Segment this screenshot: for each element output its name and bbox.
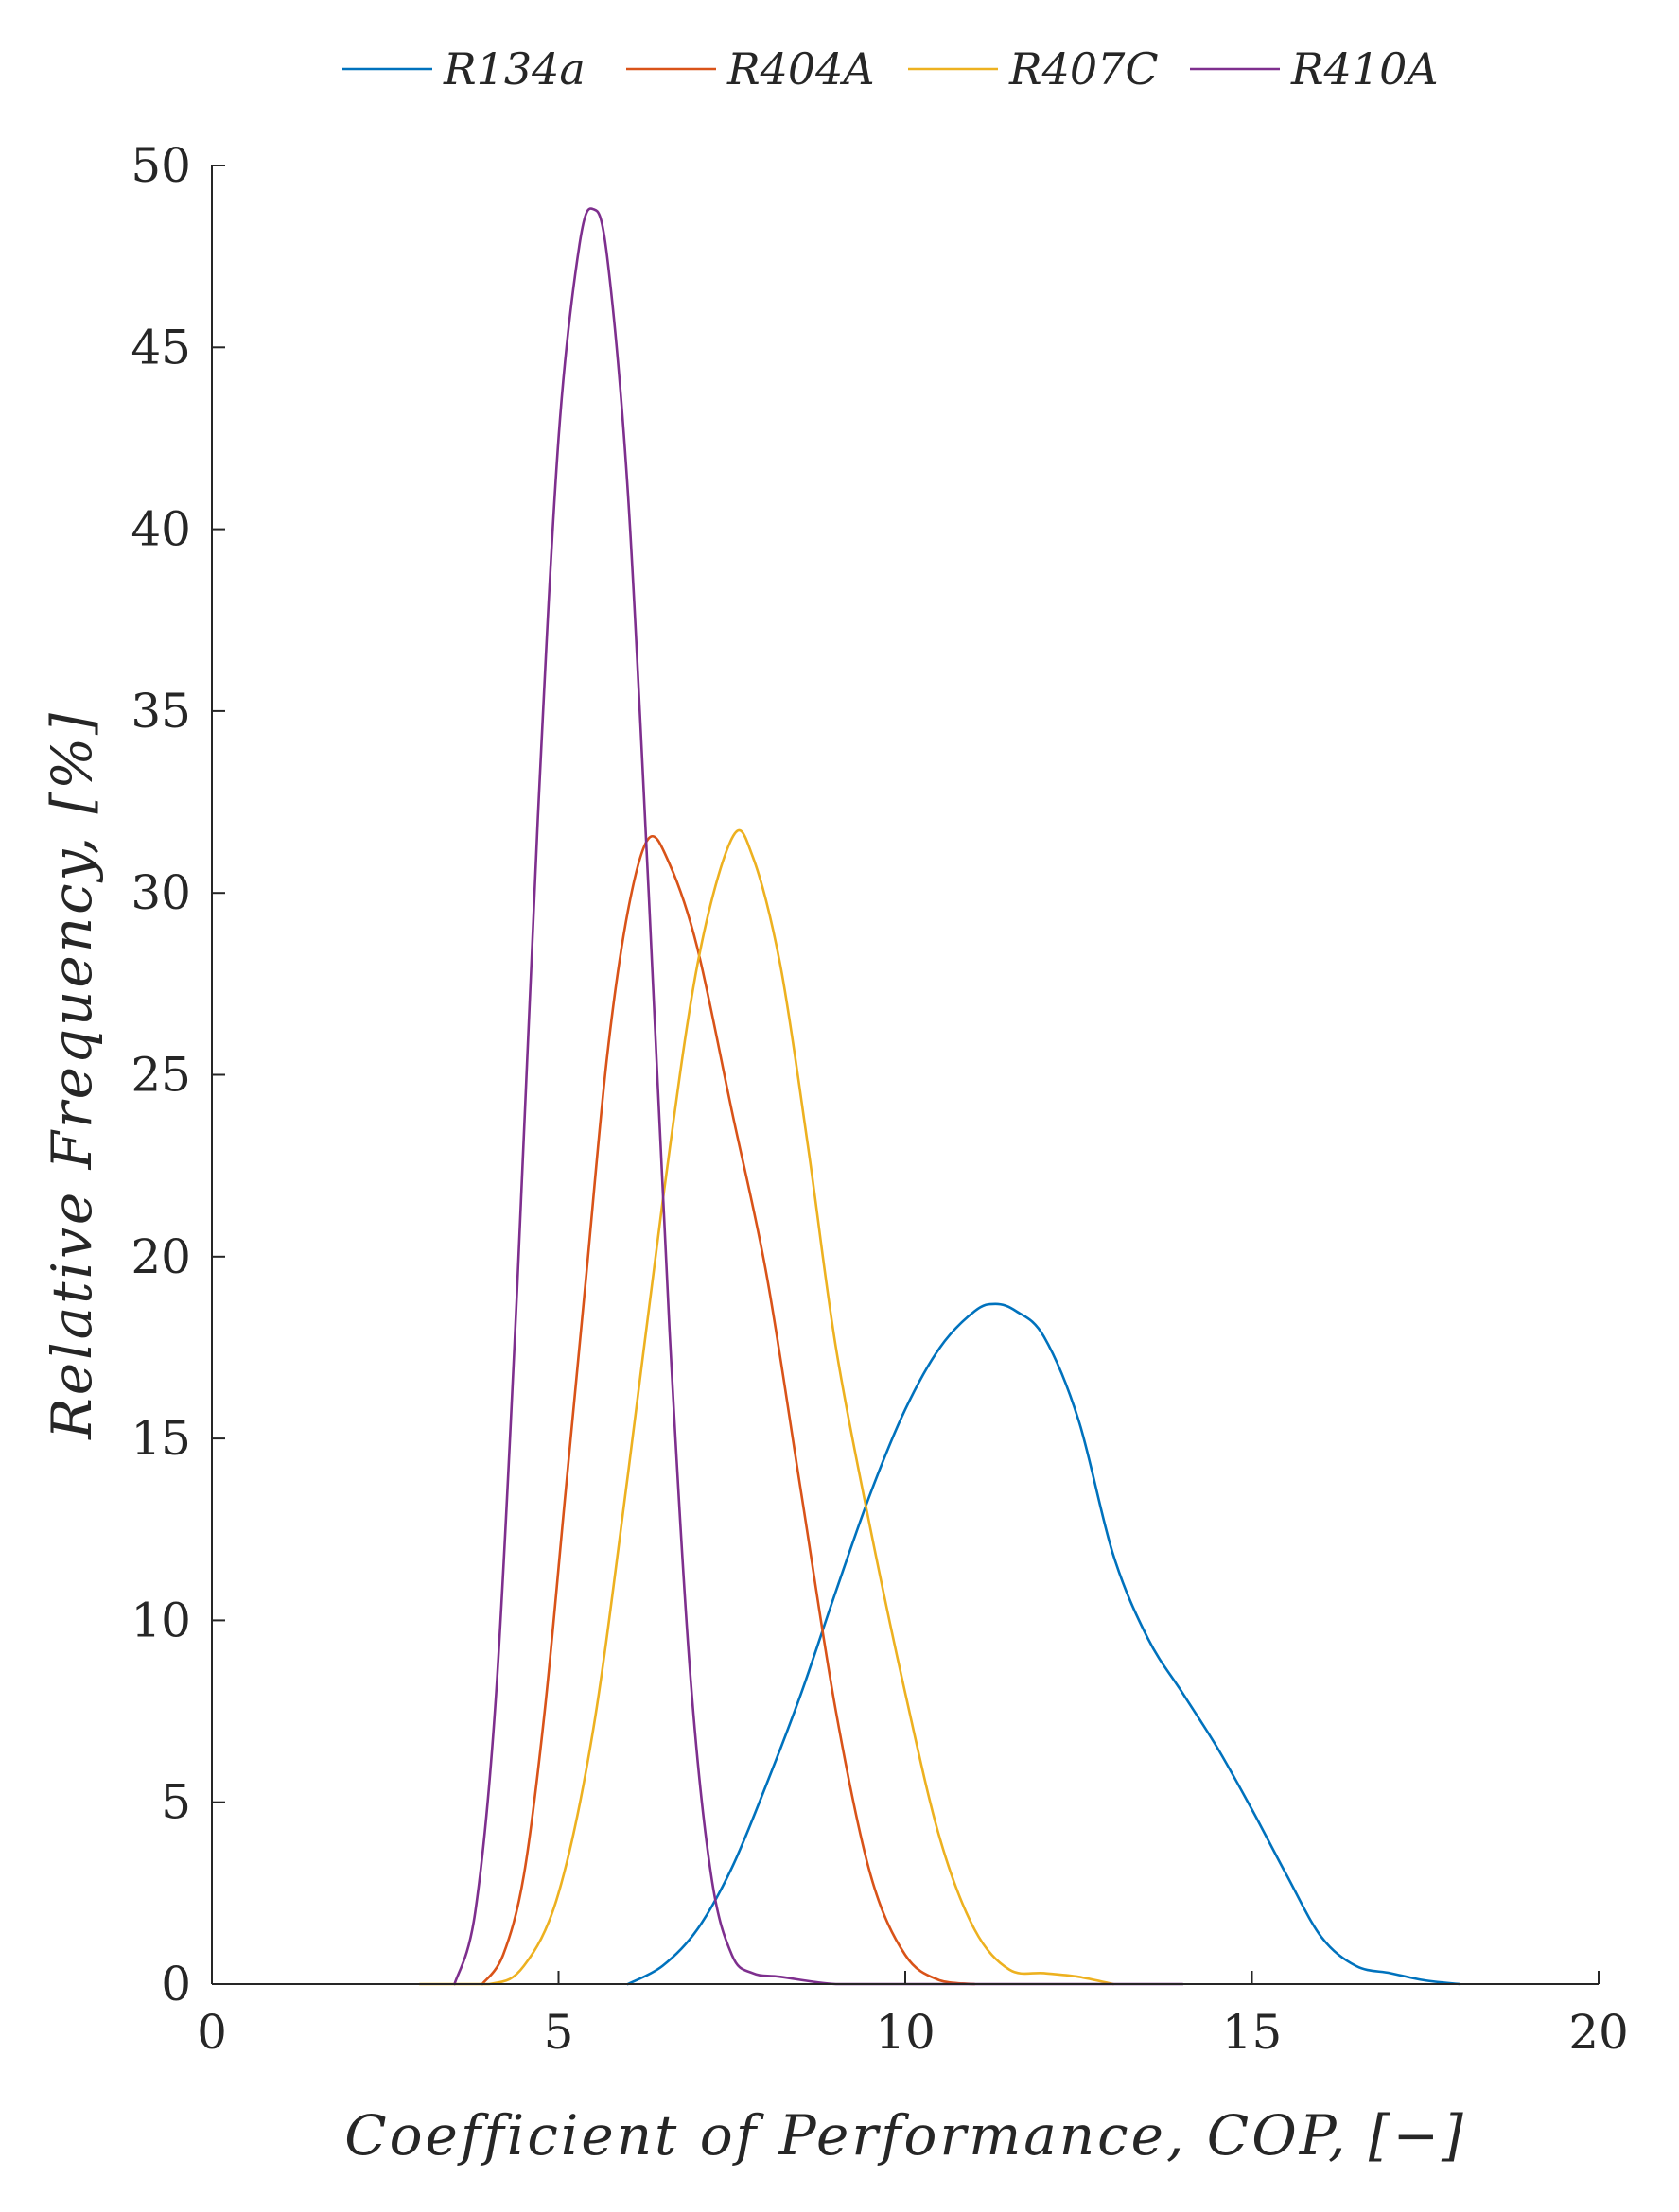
y-tick-label: 25 <box>131 1048 191 1103</box>
x-tick-label: 10 <box>875 2005 936 2060</box>
y-tick-label: 30 <box>131 865 191 920</box>
series-line-r134a <box>626 1302 1461 1986</box>
legend-label-r404a: R404A <box>726 44 875 95</box>
series-line-r407c <box>418 828 1115 1986</box>
y-axis-label: Relative Frequency, [%] <box>40 710 104 1440</box>
y-tick-label: 15 <box>131 1411 191 1466</box>
y-tick-label: 10 <box>131 1593 191 1647</box>
ticks: 0 5 10 15 20 0 5 10 15 20 25 30 35 40 45 50 <box>131 138 1628 2060</box>
y-tick-label: 40 <box>131 502 191 557</box>
x-tick-label: 20 <box>1568 2005 1629 2060</box>
x-tick-label: 5 <box>544 2005 574 2060</box>
y-tick-label: 20 <box>131 1229 191 1284</box>
y-tick-label: 45 <box>131 320 191 374</box>
plot-area <box>418 207 1461 1986</box>
y-tick-label: 0 <box>161 1957 191 2012</box>
legend-label-r134a: R134a <box>443 44 586 95</box>
x-tick-label: 15 <box>1222 2005 1283 2060</box>
y-tick-label: 35 <box>131 684 191 739</box>
legend: R134a R404A R407C R410A <box>342 44 1439 95</box>
series-line-r410a <box>453 207 1184 1986</box>
legend-label-r410a: R410A <box>1290 44 1439 95</box>
legend-label-r407c: R407C <box>1008 44 1159 95</box>
y-tick-label: 50 <box>131 138 191 193</box>
axes <box>211 165 1599 1985</box>
x-axis-label: Coefficient of Performance, COP, [−] <box>344 2103 1466 2168</box>
series-line-r404a <box>481 835 976 1986</box>
y-tick-label: 5 <box>161 1775 191 1830</box>
x-tick-label: 0 <box>197 2005 227 2060</box>
